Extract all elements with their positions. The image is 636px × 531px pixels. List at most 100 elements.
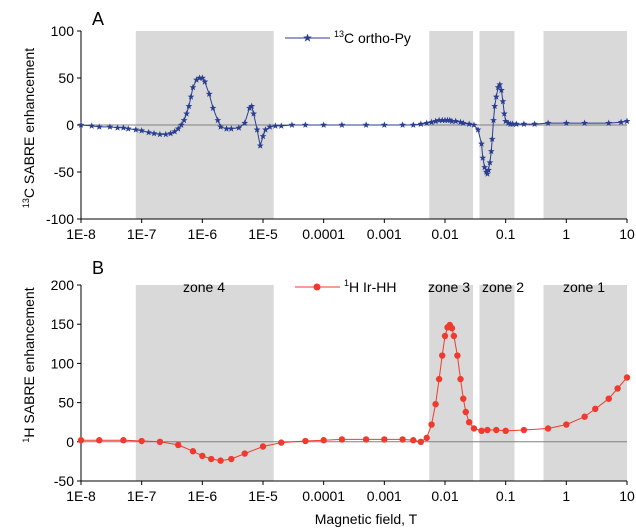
panel-b-data-point <box>623 374 631 381</box>
panel-b-data-point <box>441 332 449 340</box>
panel-b-data-point <box>520 426 528 434</box>
panel-a-data-point <box>479 154 487 161</box>
panel-a-data-point <box>183 110 190 117</box>
panel-a-data-point <box>617 118 625 126</box>
panel-a-data-point <box>338 121 346 128</box>
panel-a-data-point <box>485 166 492 173</box>
panel-b-x-tick-label-4: 0.0001 <box>302 488 345 504</box>
panel-b-data-point <box>484 426 491 434</box>
panel-b-data-point <box>465 419 473 426</box>
panel-b-data-point <box>302 437 309 445</box>
panel-b-data-point <box>156 438 164 445</box>
panel-b-data-point <box>462 408 469 416</box>
panel-a-x-tick-label-2: 1E-6 <box>188 226 218 242</box>
panel-a-data-point <box>509 120 516 127</box>
panel-a-data-point <box>262 126 269 133</box>
panel-b-data-point <box>544 425 552 432</box>
panel-a-data-point <box>482 168 490 175</box>
panel-a-data-point <box>272 122 279 129</box>
panel-a-data-point <box>120 124 127 131</box>
legend-a-star-marker <box>303 33 312 42</box>
panel-a-data-point <box>193 76 200 83</box>
panel-a-data-point <box>114 124 121 131</box>
panel-a-data-point <box>138 127 146 134</box>
panel-b-x-tick-label-9: 10 <box>619 488 635 504</box>
panel-b-data-point <box>454 352 461 359</box>
panel-b-data-point <box>428 421 435 428</box>
panel-a-data-point <box>531 120 538 127</box>
panel-b-data-point <box>381 436 388 443</box>
panel-a-data-point <box>490 116 497 124</box>
panel-a-data-point <box>198 74 206 81</box>
panel-a-data-point <box>185 102 193 110</box>
panel-a-data-point <box>167 129 174 137</box>
panel-a-data-point <box>504 119 512 126</box>
panel-b-y-axis-label: 1H SABRE enhancement <box>21 287 37 442</box>
panel-b-data-point <box>478 427 485 435</box>
panel-b-data-point <box>493 426 500 434</box>
panel-b-data-point <box>362 436 370 443</box>
panel-b-data-point <box>563 421 570 428</box>
panel-b-data-point <box>199 452 206 460</box>
panel-b-x-tick-label-2: 1E-6 <box>188 488 218 504</box>
panel-b-data-point <box>614 385 621 392</box>
panel-b-data-point <box>410 437 417 444</box>
panel-b-x-tick-label-6: 0.01 <box>431 488 458 504</box>
panel-a-data-point <box>302 121 309 128</box>
panel-b-data-point <box>77 437 85 444</box>
panel-a-data-point <box>478 140 485 147</box>
panel-a-data-point <box>605 119 613 126</box>
panel-b-data-point <box>502 427 509 435</box>
panel-a-x-tick-label-9: 10 <box>619 226 635 242</box>
panel-a-data-point <box>499 97 507 105</box>
panel-b-data-point <box>189 448 197 455</box>
panel-a-x-tick-label-4: 0.0001 <box>302 226 345 242</box>
zone-3-label: zone 3 <box>428 279 470 295</box>
panel-a-data-point <box>362 121 370 128</box>
panel-a-data-point <box>492 93 500 100</box>
panel-a-data-point <box>256 142 264 149</box>
panel-a-data-point <box>512 120 520 127</box>
panel-a-data-point <box>581 119 588 126</box>
panel-a-data-point <box>266 123 274 130</box>
panel-b-zone-2-band <box>429 285 474 481</box>
panel-b-y-tick-label-4: 150 <box>51 316 75 332</box>
panel-a-data-point <box>500 110 508 117</box>
panel-a-data-point <box>438 116 446 124</box>
panel-b: -50 0 50 100 150 200 1E-8 1E-7 1E-6 1E-5 0.0001 0.0… <box>51 277 635 504</box>
panel-a-data-point <box>201 78 209 85</box>
x-axis-label: Magnetic field, T <box>315 511 418 527</box>
panel-b-y-tick-label-2: 50 <box>58 395 74 411</box>
panel-b-data-point <box>460 395 467 402</box>
panel-a-data-point <box>250 110 257 117</box>
panel-b-data-point <box>435 375 443 383</box>
panel-b-data-point <box>120 437 127 444</box>
legend-b-circle-marker <box>313 283 321 291</box>
panel-b-data-point <box>581 413 588 420</box>
panel-a-data-point <box>486 159 494 166</box>
panel-a-data-point <box>441 116 449 124</box>
panel-a-data-point <box>77 121 85 128</box>
panel-b-data-point <box>96 437 103 444</box>
panel-a-data-point <box>484 170 491 177</box>
panel-a-data-point <box>488 135 496 142</box>
panel-b-x-tick-label-7: 0.1 <box>496 488 516 504</box>
panel-a-data-point <box>246 104 253 111</box>
panel-b-data-point <box>448 324 456 332</box>
panel-a-y-tick-label-3: 50 <box>58 70 74 86</box>
panel-a-y-tick-label-1: -50 <box>54 164 74 180</box>
panel-a-data-point <box>241 119 249 126</box>
legend-b: 1H Ir-HH <box>295 278 396 295</box>
panel-b-data-point <box>228 455 235 463</box>
panel-a-data-point <box>409 121 417 128</box>
panel-a-data-point <box>474 126 482 133</box>
panel-a-data-point <box>174 125 182 132</box>
panel-a-data-point <box>481 163 489 171</box>
panel-a-data-point <box>465 120 473 127</box>
panel-a-data-point <box>435 116 443 124</box>
panel-a-x-tick-label-0: 1E-8 <box>66 226 96 242</box>
panel-a-data-point <box>106 123 114 130</box>
panel-a-data-point <box>623 117 631 125</box>
panel-b-y-tick-label-0: -50 <box>54 473 74 489</box>
panel-b-data-point <box>138 437 145 445</box>
